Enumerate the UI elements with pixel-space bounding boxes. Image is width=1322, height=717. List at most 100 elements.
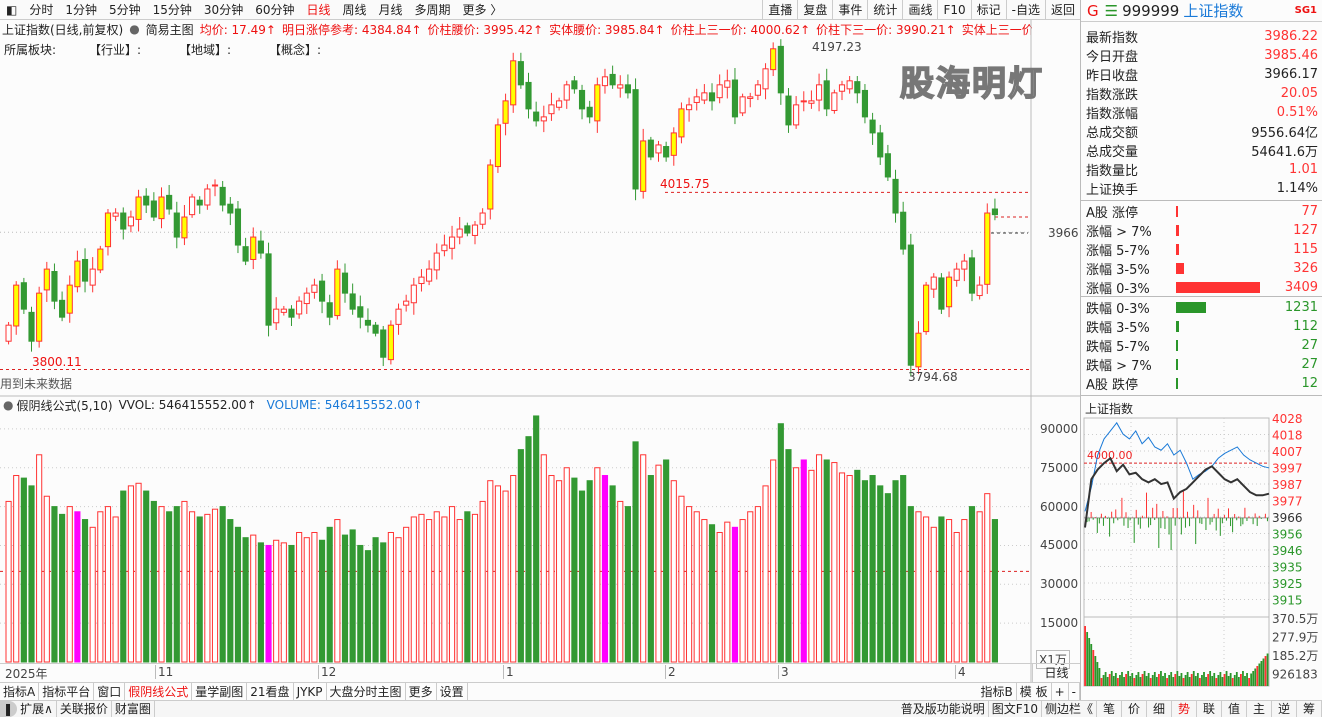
intraday-volume-bar (1250, 673, 1253, 686)
volume-bar (357, 544, 364, 663)
breadth-row: 跌幅 0-3% 1231 (1086, 298, 1318, 317)
period-3[interactable]: 15分钟 (152, 2, 192, 17)
mode-8[interactable]: 筹 (1297, 701, 1322, 717)
volume-bar (189, 511, 196, 663)
mode-5[interactable]: 值 (1222, 701, 1247, 717)
candle (923, 284, 930, 333)
volume-bar (387, 532, 394, 663)
tab-5[interactable]: 21看盘 (247, 683, 294, 701)
strong-icon[interactable]: ❚ (0, 701, 18, 717)
candle (815, 84, 823, 101)
tab-7[interactable]: 大盘分时主图 (327, 683, 406, 701)
candle (296, 300, 303, 315)
intraday-volume-bar (1162, 676, 1164, 686)
stat-label: 最新指数 (1086, 31, 1139, 46)
candle (930, 276, 937, 290)
breadth-row: 涨幅 0-3% 3409 (1086, 278, 1318, 297)
region-label[interactable]: 【地域】: (179, 43, 232, 57)
candle (586, 106, 593, 118)
status-button-0[interactable]: 普及版功能说明 (898, 701, 989, 717)
tab-4[interactable]: 量学副图 (192, 683, 248, 701)
mode-0[interactable]: 笔 (1097, 701, 1122, 717)
tab-6[interactable]: JYKP (294, 683, 327, 701)
sg-badge[interactable]: SG1 (1294, 5, 1317, 16)
toolbar-button-6[interactable]: 标记 (970, 0, 1006, 20)
period-0[interactable]: 分时 (29, 2, 54, 17)
intraday-volume-bar (1233, 675, 1236, 686)
toolbar-button-7[interactable]: -自选 (1005, 0, 1045, 20)
tab-9[interactable]: 设置 (437, 683, 468, 701)
status-button-1[interactable]: 图文F10 (989, 701, 1042, 717)
candle (854, 81, 861, 94)
volume-bar (471, 513, 479, 663)
status-button-2[interactable]: 侧边栏《 (1042, 701, 1097, 717)
intraday-volume-bar (1102, 675, 1105, 686)
intraday-chart[interactable]: 4000.00 4028 4018 4007 3997 3987 3977 3966 3956 3… (1081, 395, 1322, 695)
candle (838, 84, 846, 92)
tab-2[interactable]: 窗口 (94, 683, 126, 701)
toolbar-button-8[interactable]: 返回 (1044, 0, 1080, 20)
period-9[interactable]: 多周期 (414, 2, 451, 17)
mode-3[interactable]: 势 (1172, 701, 1197, 717)
intraday-volume-bar (1227, 676, 1230, 686)
status-link-0[interactable]: 扩展∧ (17, 701, 57, 717)
indicator-menu-icon[interactable]: ● (3, 398, 14, 412)
period-10[interactable]: 更多 〉 (462, 2, 503, 17)
toolbar-button-1[interactable]: 复盘 (797, 0, 832, 20)
volume-bar (448, 506, 456, 663)
list-icon[interactable]: ☰ (1104, 1, 1119, 20)
period-8[interactable]: 月线 (378, 2, 403, 17)
status-link-2[interactable]: 财富圈 (112, 701, 155, 717)
tab-right-0[interactable]: 指标B (978, 683, 1017, 701)
toolbar-button-0[interactable]: 直播 (762, 0, 797, 20)
indicator-tabs: 指标A 指标平台 窗口 假阴线公式 量学副图 21看盘 JYKP 大盘分时主图 更多 设置 指标B… (0, 682, 1080, 701)
period-5[interactable]: 60分钟 (255, 2, 295, 17)
stat-row: 指数涨跌 20.05 (1086, 84, 1318, 103)
index-line (1084, 456, 1270, 528)
tab-right-2[interactable]: + (1052, 683, 1069, 701)
period-label[interactable]: 日线 (1032, 664, 1080, 683)
breadth-bar (1176, 225, 1180, 236)
tab-0[interactable]: 指标A (0, 683, 40, 701)
mode-1[interactable]: 价 (1122, 701, 1147, 717)
mode-7[interactable]: 逆 (1272, 701, 1297, 717)
intraday-volume-bar (1160, 671, 1162, 686)
breadth-row: 跌幅 5-7% 27 (1086, 336, 1318, 355)
industry-label[interactable]: 【行业】: (89, 43, 142, 57)
tab-1[interactable]: 指标平台 (39, 683, 95, 701)
intraday-volume-bar (1119, 675, 1121, 686)
mode-2[interactable]: 细 (1147, 701, 1172, 717)
indicator-name[interactable]: 假阴线公式(5,10) (16, 398, 113, 413)
period-4[interactable]: 30分钟 (203, 2, 244, 17)
mode-4[interactable]: 联 (1197, 701, 1222, 717)
main-chart-name[interactable]: 简易主图 (145, 22, 194, 37)
period-6[interactable]: 日线 (306, 2, 331, 17)
candle (28, 311, 35, 342)
breadth-value: 77 (1301, 204, 1318, 219)
volume-bar (708, 524, 716, 663)
tab-8[interactable]: 更多 (406, 683, 437, 701)
toolbar-button-5[interactable]: F10 (937, 0, 970, 20)
mode-6[interactable]: 主 (1247, 701, 1272, 717)
period-1[interactable]: 1分钟 (65, 2, 97, 17)
candle (708, 92, 716, 102)
toolbar-button-3[interactable]: 统计 (867, 0, 902, 20)
sidebar-toggle-icon[interactable]: ◧ (6, 2, 18, 17)
period-2[interactable]: 5分钟 (109, 2, 141, 17)
intraday-volume-bar (1092, 650, 1095, 686)
tab-right-1[interactable]: 模 板 (1017, 683, 1052, 701)
candle (991, 208, 998, 216)
candle (563, 84, 570, 101)
chart-menu-icon[interactable]: ● (129, 22, 140, 36)
quote-header: G ☰ 999999 上证指数 SG1 (1081, 0, 1322, 22)
status-link-1[interactable]: 关联报价 (57, 701, 112, 717)
volume-bar (311, 532, 318, 663)
date-label: 2 (665, 665, 676, 679)
tab-right-3[interactable]: - (1069, 683, 1080, 701)
toolbar-button-2[interactable]: 事件 (832, 0, 867, 20)
concept-label[interactable]: 【概念】: (269, 43, 322, 57)
kline-chart[interactable] (0, 0, 1080, 717)
period-7[interactable]: 周线 (342, 2, 367, 17)
toolbar-button-4[interactable]: 画线 (902, 0, 937, 20)
tab-3[interactable]: 假阴线公式 (125, 683, 193, 701)
